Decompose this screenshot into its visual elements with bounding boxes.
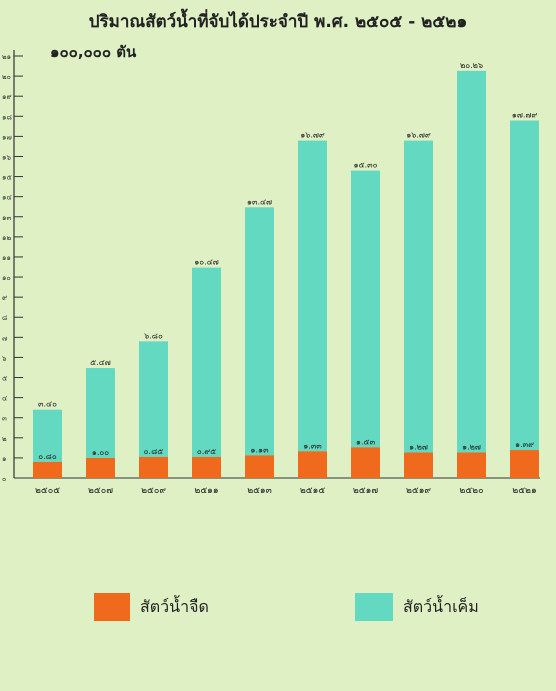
legend-freshwater-label: สัตว์น้ำจืด — [140, 596, 209, 616]
bar-freshwater — [510, 450, 539, 478]
x-tick-label: ๒๕๐๗ — [88, 486, 113, 496]
data-label-saltwater: ๓.๔๐ — [38, 400, 57, 409]
y-tick-label: ๑๕ — [2, 174, 12, 182]
legend-freshwater-swatch — [94, 593, 130, 621]
y-tick-label: ๑๙ — [2, 93, 12, 101]
y-tick-label: ๑๗ — [2, 133, 12, 141]
y-tick-label: ๑๘ — [2, 113, 12, 121]
bar-saltwater — [33, 409, 62, 462]
data-label-freshwater: ๐.๘๕ — [144, 447, 164, 456]
data-label-freshwater: ๐.๙๕ — [197, 447, 216, 456]
data-label-freshwater: ๑.๒๗ — [409, 442, 428, 451]
x-tick-label: ๒๕๑๗ — [353, 486, 378, 496]
bar-freshwater — [192, 456, 221, 478]
y-tick-label: ๑ — [2, 455, 6, 463]
y-tick-label: ๑๐ — [2, 274, 11, 282]
y-tick-label: ๒ — [2, 435, 7, 443]
y-tick-label: ๔ — [2, 395, 7, 403]
data-label-saltwater: ๑๗.๗๙ — [512, 111, 538, 120]
data-label-freshwater: ๑.๐๐ — [92, 448, 110, 457]
data-label-freshwater: ๐.๘๐ — [38, 452, 57, 461]
data-label-saltwater: ๖.๘๐ — [144, 331, 163, 340]
x-tick-label: ๒๕๐๙ — [141, 486, 166, 496]
bar-freshwater — [33, 461, 62, 478]
data-label-freshwater: ๑.๒๗ — [462, 442, 481, 451]
bar-saltwater — [86, 368, 115, 458]
data-label-saltwater: ๑๖.๗๙ — [300, 131, 325, 140]
bar-freshwater — [245, 455, 274, 478]
data-label-freshwater: ๑.๓๓ — [303, 441, 322, 450]
data-label-saltwater: ๑๓.๔๗ — [247, 197, 272, 206]
data-label-saltwater: ๑๕.๓๐ — [353, 161, 377, 170]
bar-freshwater — [351, 447, 380, 478]
x-tick-label: ๒๕๑๙ — [406, 486, 431, 496]
bar-freshwater — [139, 456, 168, 478]
bars — [33, 70, 539, 478]
bar-freshwater — [86, 457, 115, 478]
data-label-saltwater: ๑๖.๗๙ — [406, 131, 431, 140]
y-tick-label: ๑๒ — [2, 234, 11, 242]
y-tick-label: ๗ — [2, 334, 7, 342]
legend-saltwater: สัตว์น้ำเค็ม — [355, 592, 479, 622]
bar-freshwater — [457, 452, 486, 478]
bar-saltwater — [404, 140, 433, 453]
bar-saltwater — [245, 207, 274, 456]
y-tick-label: ๘ — [2, 314, 7, 322]
bar-freshwater — [404, 452, 433, 478]
x-tick-label: ๒๕๑๕ — [300, 486, 325, 496]
x-tick-label: ๒๕๐๕ — [35, 486, 60, 496]
y-tick-label: ๑๑ — [2, 254, 11, 262]
legend-saltwater-label: สัตว์น้ำเค็ม — [403, 596, 479, 616]
y-tick-label: ๕ — [2, 375, 7, 383]
y-tick-label: ๓ — [2, 415, 7, 423]
x-tick-label: ๒๕๑๓ — [247, 486, 272, 496]
y-tick-label: ๑๓ — [2, 214, 11, 222]
x-axis: ๒๕๐๕ ๒๕๐๗ ๒๕๐๙ ๒๕๑๑ ๒๕๑๓ ๒๕๑๕ ๒๕๑๗ ๒๕๑๙ ๒๕๒๐ ๒๕๒๑ — [35, 486, 537, 496]
bar-saltwater — [139, 341, 168, 457]
bar-freshwater — [298, 451, 327, 478]
y-tick-label: ๑๔ — [2, 194, 12, 202]
data-label-saltwater: ๒๐.๒๖ — [460, 61, 483, 70]
y-tick-label: ๑๖ — [2, 153, 11, 161]
unit-label: ๑๐๐,๐๐๐ ตัน — [50, 43, 137, 61]
data-label-freshwater: ๑.๑๓ — [250, 445, 269, 454]
y-tick-label: ๒๑ — [2, 53, 11, 61]
data-labels: ๓.๔๐๐.๘๐ ๕.๔๗๑.๐๐ ๖.๘๐๐.๘๕ ๑๐.๔๗๐.๙๕ ๑๓.๔๗๑.… — [38, 61, 537, 461]
legend-saltwater-swatch — [355, 593, 393, 621]
y-tick-label: ๙ — [2, 294, 7, 302]
data-label-saltwater: ๕.๔๗ — [90, 358, 111, 367]
y-tick-label: ๐ — [2, 475, 6, 483]
legend-freshwater: สัตว์น้ำจืด — [94, 592, 209, 622]
x-tick-label: ๒๕๒๑ — [512, 486, 536, 496]
bar-saltwater — [192, 267, 221, 457]
x-tick-label: ๒๕๑๑ — [194, 486, 218, 496]
bar-saltwater — [351, 170, 380, 448]
data-label-saltwater: ๑๐.๔๗ — [194, 258, 219, 267]
y-tick-label: ๖ — [2, 354, 7, 362]
y-tick-label: ๒๐ — [2, 73, 11, 81]
data-label-freshwater: ๑.๓๙ — [515, 440, 534, 449]
bar-saltwater — [298, 140, 327, 452]
bar-saltwater — [510, 120, 539, 451]
data-label-freshwater: ๑.๕๓ — [356, 437, 376, 446]
bar-saltwater — [457, 70, 486, 453]
chart-title: ปริมาณสัตว์น้ำที่จับได้ประจำปี พ.ศ. ๒๕๐๕… — [88, 12, 468, 32]
x-tick-label: ๒๕๒๐ — [459, 486, 483, 496]
